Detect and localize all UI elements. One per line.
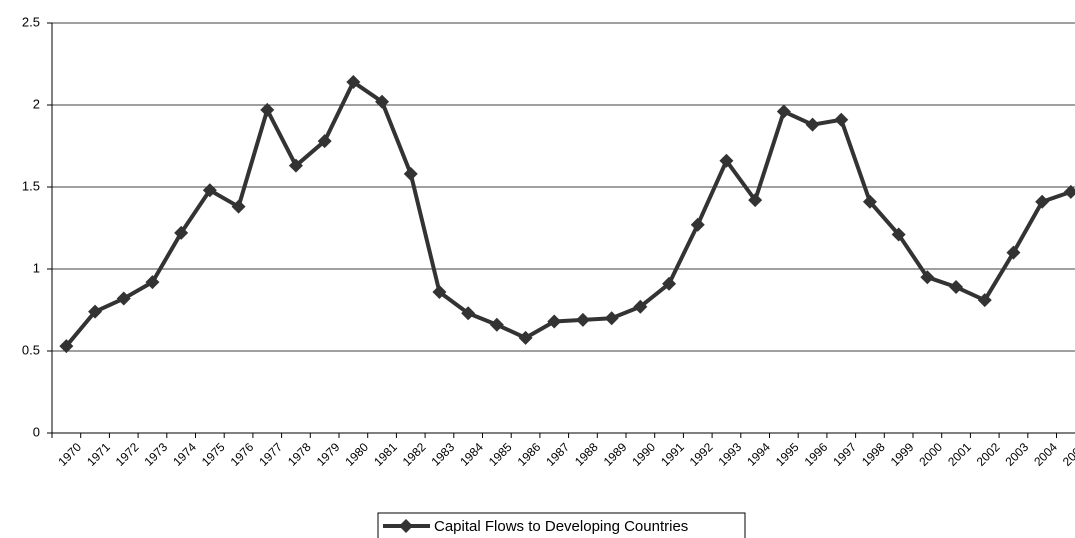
x-tick-label: 1996 <box>802 440 831 469</box>
data-point <box>1035 194 1050 209</box>
y-tick-label: 0 <box>33 424 40 439</box>
data-point <box>489 317 504 332</box>
x-tick-label: 1979 <box>314 440 343 469</box>
data-point <box>174 225 189 240</box>
data-point <box>231 199 246 214</box>
data-point <box>633 299 648 314</box>
x-tick-label: 2001 <box>945 440 974 469</box>
x-tick-label: 2002 <box>974 440 1003 469</box>
y-tick-label: 0.5 <box>22 342 40 357</box>
data-point <box>604 311 619 326</box>
data-point <box>1063 184 1075 199</box>
x-tick-label: 1976 <box>228 440 257 469</box>
data-point <box>260 102 275 117</box>
data-point <box>288 158 303 173</box>
data-point <box>59 339 74 354</box>
legend-marker <box>399 519 413 533</box>
x-tick-label: 1970 <box>55 440 84 469</box>
data-point <box>145 275 160 290</box>
data-point <box>317 134 332 149</box>
x-tick-label: 1975 <box>199 440 228 469</box>
data-point <box>88 304 103 319</box>
data-point <box>776 104 791 119</box>
x-tick-label: 1988 <box>572 440 601 469</box>
x-tick-label: 1972 <box>113 440 142 469</box>
data-point <box>805 117 820 132</box>
x-tick-label: 1973 <box>141 440 170 469</box>
y-tick-label: 1 <box>33 260 40 275</box>
data-point <box>518 330 533 345</box>
legend: Capital Flows to Developing Countries <box>377 512 746 538</box>
x-tick-label: 1986 <box>515 440 544 469</box>
data-point <box>1006 245 1021 260</box>
x-tick-label: 1981 <box>371 440 400 469</box>
data-line <box>64 80 1072 348</box>
legend-box <box>377 512 746 538</box>
y-tick-label: 2.5 <box>22 14 40 29</box>
x-tick-label: 1980 <box>342 440 371 469</box>
data-point <box>375 94 390 109</box>
x-tick-label: 1997 <box>830 440 859 469</box>
data-point <box>461 306 476 321</box>
x-tick-label: 1998 <box>859 440 888 469</box>
data-point <box>547 314 562 329</box>
x-tick-label: 1971 <box>84 440 113 469</box>
x-tick-label: 1990 <box>629 440 658 469</box>
x-tick-label: 1987 <box>543 440 572 469</box>
data-point <box>977 293 992 308</box>
data-point <box>662 276 677 291</box>
x-tick-label: 1992 <box>687 440 716 469</box>
data-point <box>116 291 131 306</box>
y-tick-label: 2 <box>33 96 40 111</box>
x-tick-label: 1989 <box>601 440 630 469</box>
data-point <box>690 217 705 232</box>
data-point <box>403 166 418 181</box>
data-point <box>862 194 877 209</box>
x-tick-label: 1977 <box>256 440 285 469</box>
legend-label: Capital Flows to Developing Countries <box>434 518 688 535</box>
data-point <box>949 280 964 295</box>
x-tick-label: 2003 <box>1002 440 1031 469</box>
y-tick-label: 1.5 <box>22 178 40 193</box>
data-point <box>920 270 935 285</box>
x-tick-label: 1994 <box>744 440 773 469</box>
data-point <box>575 312 590 327</box>
x-tick-label: 2004 <box>1031 440 1060 469</box>
data-point <box>891 227 906 242</box>
x-tick-label: 1985 <box>486 440 515 469</box>
x-tick-label: 1999 <box>888 440 917 469</box>
x-tick-label: 1993 <box>715 440 744 469</box>
x-tick-label: 1983 <box>428 440 457 469</box>
x-tick-label: 1974 <box>170 440 199 469</box>
data-point <box>834 112 849 127</box>
data-point <box>719 153 734 168</box>
x-tick-label: 1984 <box>457 440 486 469</box>
data-point <box>748 193 763 208</box>
x-tick-label: 1991 <box>658 440 687 469</box>
data-point <box>346 75 361 90</box>
x-tick-label: 1978 <box>285 440 314 469</box>
x-tick-label: 1982 <box>400 440 429 469</box>
x-tick-label: 2005 <box>1060 440 1075 469</box>
data-point <box>432 284 447 299</box>
data-point <box>202 183 217 198</box>
x-tick-label: 1995 <box>773 440 802 469</box>
x-tick-label: 2000 <box>916 440 945 469</box>
